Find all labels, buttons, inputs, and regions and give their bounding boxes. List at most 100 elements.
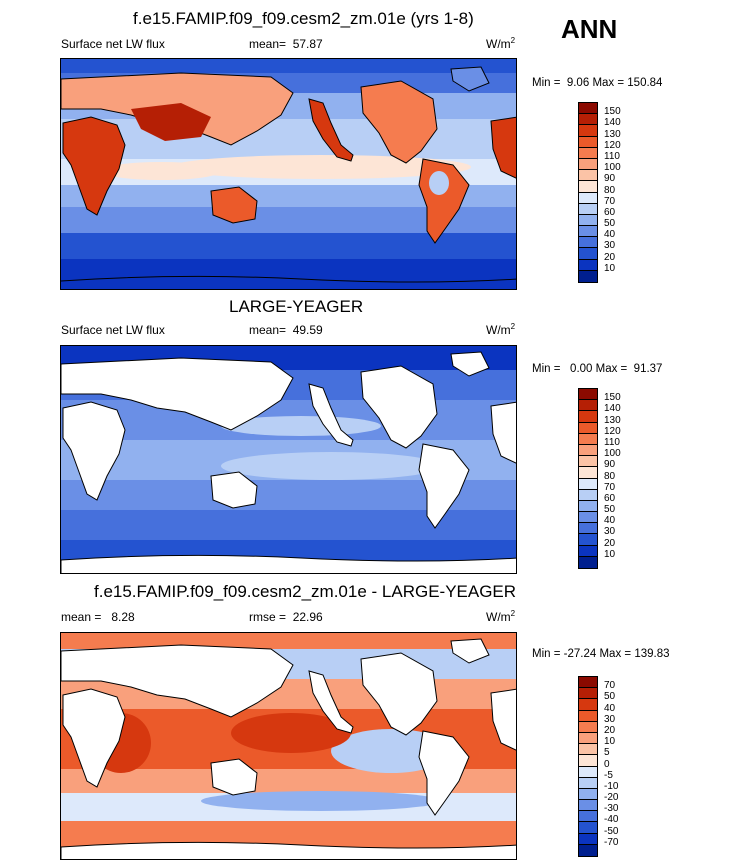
colorbar-swatch (579, 444, 597, 457)
colorbar-swatch (579, 710, 597, 722)
colorbar-tick-label: 10 (604, 262, 616, 274)
colorbar-tick-label: 140 (604, 117, 621, 129)
panel-1-mean: mean= 57.87 (249, 37, 323, 51)
colorbar-swatch (579, 721, 597, 733)
colorbar-swatch (579, 203, 597, 215)
colorbar-tick-label: -20 (604, 792, 619, 804)
panel-1-title: f.e15.FAMIP.f09_f09.cesm2_zm.01e (yrs 1-… (133, 9, 474, 28)
panel-3-mean: mean = 8.28 (61, 610, 135, 624)
colorbar-tick-label: 130 (604, 414, 621, 426)
colorbar-tick-label: -5 (604, 769, 613, 781)
colorbar-swatch (579, 422, 597, 434)
colorbar-swatch (579, 788, 597, 801)
colorbar-swatch (579, 800, 597, 812)
panel-3-rmse-label: rmse = (249, 610, 287, 624)
panel-2-units: W/m2 (486, 322, 516, 338)
panel-3-colorbar (578, 676, 598, 857)
colorbar-swatch (579, 158, 597, 171)
colorbar-tick-label: 20 (604, 537, 616, 549)
colorbar-swatch (579, 411, 597, 423)
colorbar-swatch (579, 125, 597, 137)
colorbar-swatch (579, 688, 597, 700)
colorbar-swatch (579, 259, 597, 271)
panel-3-rmse: rmse = 22.96 (249, 610, 323, 624)
colorbar-swatch (579, 214, 597, 227)
colorbar-swatch (579, 181, 597, 193)
colorbar-swatch (579, 103, 597, 115)
colorbar-swatch (579, 699, 597, 711)
colorbar-swatch (579, 755, 597, 767)
colorbar-swatch (579, 512, 597, 524)
colorbar-swatch (579, 489, 597, 501)
colorbar-swatch (579, 534, 597, 546)
colorbar-tick-label: -30 (604, 803, 619, 815)
colorbar-tick-label: 100 (604, 448, 621, 460)
colorbar-swatch (579, 766, 597, 778)
panel-2-max-value: 91.37 (633, 363, 663, 375)
colorbar-tick-label: 20 (604, 251, 616, 263)
colorbar-swatch (579, 400, 597, 412)
colorbar-tick-label: -10 (604, 780, 619, 792)
panel-2-field (61, 346, 516, 573)
colorbar-swatch (579, 170, 597, 182)
colorbar-tick-label: 0 (604, 758, 610, 770)
colorbar-tick-label: 140 (604, 403, 621, 415)
colorbar-tick-label: 70 (604, 481, 616, 493)
colorbar-tick-label: 120 (604, 425, 621, 437)
colorbar-swatch (579, 114, 597, 126)
colorbar-swatch (579, 226, 597, 238)
colorbar-swatch (579, 677, 597, 689)
panel-2-mean-label: mean= (249, 323, 287, 337)
panel-1-min-value: 9.06 (566, 77, 590, 89)
colorbar-tick-label: 50 (604, 691, 616, 703)
colorbar-tick-label: 50 (604, 218, 616, 230)
colorbar-tick-label: 40 (604, 702, 616, 714)
colorbar-tick-label: 80 (604, 470, 616, 482)
colorbar-tick-label: 40 (604, 229, 616, 241)
panel-3-field (61, 633, 516, 859)
panel-2-mean-value: 49.59 (292, 323, 323, 337)
colorbar-swatch (579, 237, 597, 249)
colorbar-swatch (579, 478, 597, 490)
colorbar-swatch (579, 147, 597, 159)
colorbar-tick-label: -40 (604, 814, 619, 826)
colorbar-swatch (579, 433, 597, 445)
colorbar-tick-label: 70 (604, 195, 616, 207)
colorbar-tick-label: 40 (604, 515, 616, 527)
colorbar-swatch (579, 822, 597, 834)
colorbar-tick-label: 30 (604, 526, 616, 538)
colorbar-tick-label: 120 (604, 139, 621, 151)
colorbar-tick-label: 50 (604, 504, 616, 516)
panel-2-map (60, 345, 517, 574)
colorbar-tick-label: 5 (604, 747, 610, 759)
colorbar-swatch (579, 500, 597, 513)
panel-3-units: W/m2 (486, 609, 516, 625)
colorbar-swatch (579, 136, 597, 148)
colorbar-tick-label: -70 (604, 836, 619, 848)
colorbar-tick-label: 60 (604, 492, 616, 504)
panel-2-title: LARGE-YEAGER (229, 297, 364, 316)
panel-1-units: W/m2 (486, 36, 516, 52)
colorbar-tick-label: 150 (604, 392, 621, 404)
colorbar-swatch (579, 811, 597, 823)
colorbar-tick-label: 150 (604, 106, 621, 118)
colorbar-tick-label: 60 (604, 206, 616, 218)
colorbar-swatch (579, 777, 597, 789)
colorbar-tick-label: 110 (604, 150, 620, 162)
colorbar-swatch (579, 523, 597, 535)
colorbar-tick-label: 30 (604, 713, 616, 725)
colorbar-swatch (579, 192, 597, 204)
colorbar-tick-label: 20 (604, 724, 616, 736)
colorbar-swatch (579, 844, 597, 856)
colorbar-tick-label: 130 (604, 128, 621, 140)
colorbar-tick-label: 70 (604, 680, 616, 692)
panel-2-min-value: 0.00 (570, 363, 593, 375)
panel-1-colorbar (578, 102, 598, 283)
panel-3-rmse-value: 22.96 (292, 610, 323, 624)
panel-1-variable-label: Surface net LW flux (61, 37, 165, 51)
colorbar-swatch (579, 744, 597, 756)
panel-1-field (61, 59, 516, 289)
panel-2-colorbar (578, 388, 598, 569)
panel-1-max-value: 150.84 (627, 77, 663, 89)
panel-2-mean: mean= 49.59 (249, 323, 323, 337)
